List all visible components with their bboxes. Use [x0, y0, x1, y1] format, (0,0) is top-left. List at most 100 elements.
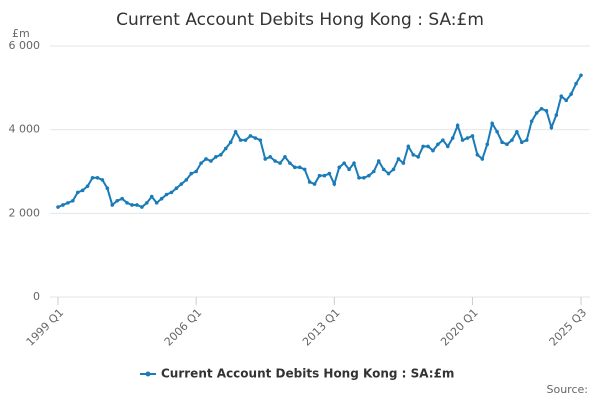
point [441, 138, 445, 142]
point [283, 155, 287, 159]
point [199, 161, 203, 165]
point [149, 194, 154, 199]
point [278, 161, 282, 165]
point [460, 138, 465, 142]
point [411, 152, 416, 157]
point [85, 184, 90, 188]
point [66, 201, 70, 205]
x-tick-label: 2020 Q1 [438, 306, 481, 349]
point [362, 175, 366, 180]
point [71, 198, 75, 203]
chart-title: Current Account Debits Hong Kong : SA:£m [116, 10, 484, 30]
point [559, 94, 564, 98]
point [194, 169, 198, 174]
point [421, 144, 425, 149]
point [416, 155, 420, 159]
point [510, 138, 514, 142]
point [164, 192, 169, 197]
point [317, 173, 322, 178]
point [145, 201, 149, 205]
point [564, 98, 568, 103]
point [219, 152, 223, 157]
point [214, 155, 218, 159]
point [347, 167, 351, 172]
point [505, 142, 509, 147]
point [263, 157, 268, 161]
point [337, 165, 342, 170]
point [401, 161, 406, 165]
point [549, 125, 554, 130]
point [371, 169, 376, 174]
point [524, 138, 529, 142]
x-tick-label: 2013 Q1 [300, 306, 343, 349]
point [529, 119, 534, 124]
point [574, 81, 578, 86]
point [495, 129, 499, 134]
point [159, 196, 164, 201]
point [396, 157, 401, 161]
source: Source: [547, 383, 589, 396]
x-tick-label: 1999 Q1 [24, 306, 67, 349]
point [100, 178, 105, 182]
point [554, 113, 559, 117]
y-tick-label: 4 000 [9, 123, 41, 136]
point [110, 203, 115, 207]
point [95, 175, 100, 180]
x-tick-label: 2025 Q3 [547, 306, 590, 349]
point [455, 123, 460, 128]
point [61, 203, 65, 207]
point [253, 136, 258, 140]
point [312, 182, 317, 186]
point [233, 129, 238, 134]
point [539, 106, 544, 111]
point [386, 171, 391, 176]
point [436, 142, 440, 147]
point [569, 92, 573, 96]
point [56, 205, 60, 209]
point [174, 186, 179, 191]
point [273, 159, 277, 163]
point [75, 190, 80, 195]
point [154, 201, 159, 205]
y-tick-label: 2 000 [9, 206, 41, 219]
point [465, 136, 470, 140]
point [357, 175, 361, 180]
point [293, 165, 297, 170]
point [297, 165, 302, 170]
legend-label: Current Account Debits Hong Kong : SA:£m [161, 367, 454, 381]
point [169, 190, 174, 195]
point [258, 138, 263, 142]
y-unit: £m [12, 27, 30, 40]
point [431, 148, 435, 153]
point [105, 186, 110, 191]
point [515, 129, 519, 134]
point [367, 173, 371, 178]
point [189, 171, 194, 176]
point [450, 136, 455, 140]
point [238, 138, 243, 142]
point [302, 167, 307, 172]
x-tick-label: 2006 Q1 [162, 306, 205, 349]
point [470, 134, 475, 138]
point [135, 203, 139, 207]
point [534, 111, 539, 115]
legend-marker [145, 371, 151, 377]
point [381, 167, 386, 172]
y-tick-label: 6 000 [9, 39, 41, 52]
point [544, 109, 549, 113]
point [179, 182, 184, 186]
point [140, 205, 144, 209]
point [204, 157, 208, 161]
point [288, 161, 292, 165]
point [125, 201, 129, 205]
point [184, 178, 189, 182]
point [223, 146, 228, 151]
point [115, 198, 120, 203]
point [406, 144, 411, 149]
point [445, 144, 450, 149]
point [480, 157, 485, 161]
point [490, 121, 494, 126]
point [248, 134, 253, 138]
point [376, 159, 381, 163]
point [519, 140, 524, 145]
